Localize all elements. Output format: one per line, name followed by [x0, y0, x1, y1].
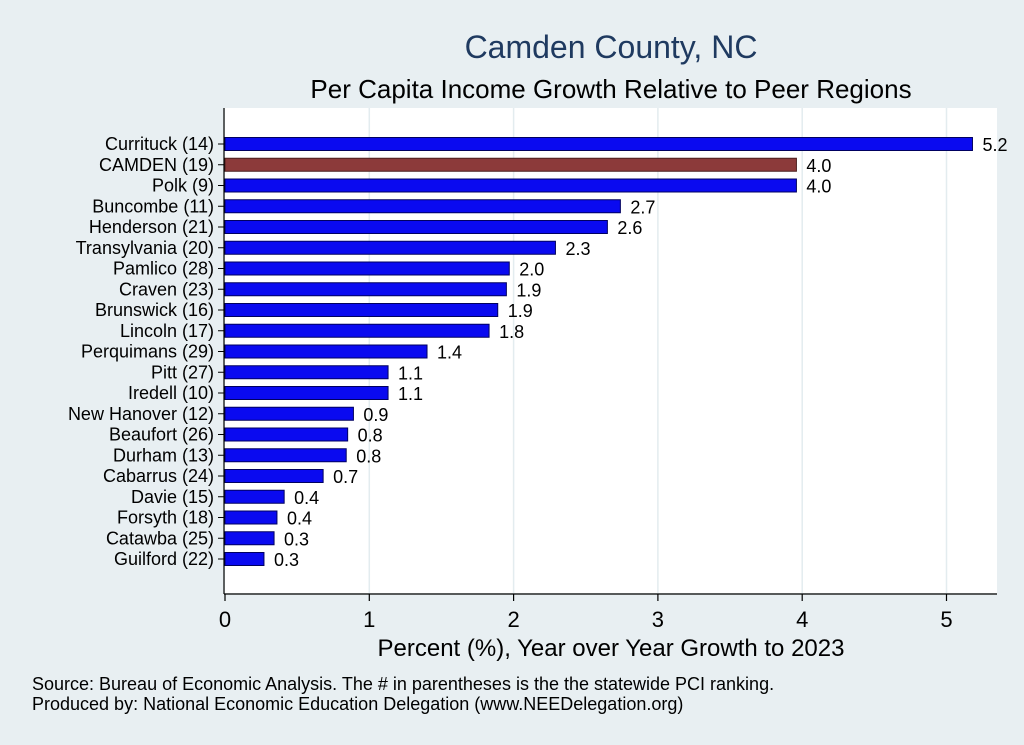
- chart-title: Camden County, NC: [465, 29, 758, 65]
- value-label: 0.9: [363, 405, 388, 425]
- category-label: Currituck (14): [105, 134, 214, 154]
- x-tick-label: 5: [940, 607, 952, 632]
- value-label: 1.4: [437, 343, 462, 363]
- bar: [224, 178, 797, 193]
- bar: [224, 323, 490, 338]
- category-label: Catawba (25): [106, 528, 214, 548]
- bar: [224, 220, 608, 234]
- category-labels: Currituck (14)CAMDEN (19)Polk (9)Buncomb…: [68, 134, 224, 569]
- category-label: Perquimans (29): [81, 342, 214, 362]
- chart-subtitle: Per Capita Income Growth Relative to Pee…: [310, 74, 911, 104]
- value-label: 4.0: [806, 177, 831, 197]
- bar: [224, 448, 347, 463]
- x-tick-label: 0: [219, 607, 231, 632]
- category-label: Brunswick (16): [95, 300, 214, 320]
- bar: [224, 261, 510, 276]
- value-label: 1.1: [398, 363, 423, 383]
- bar: [224, 303, 499, 317]
- x-tick-label: 2: [507, 607, 519, 632]
- bar: [224, 469, 324, 483]
- value-label: 1.1: [398, 384, 423, 404]
- x-axis-title: Percent (%), Year over Year Growth to 20…: [378, 635, 845, 662]
- bar: [224, 510, 278, 525]
- category-label: Henderson (21): [89, 217, 214, 237]
- value-label: 2.0: [519, 260, 544, 280]
- x-axis-ticks: 0 1 2 3 4 5: [219, 594, 953, 632]
- value-label: 0.4: [294, 488, 319, 508]
- bar: [224, 386, 389, 400]
- bar: [224, 365, 389, 380]
- value-label: 0.7: [333, 467, 358, 487]
- x-tick-label: 4: [796, 607, 808, 632]
- category-label: Guilford (22): [114, 549, 214, 569]
- category-label: Transylvania (20): [76, 238, 214, 258]
- producer-note: Produced by: National Economic Education…: [32, 694, 683, 714]
- value-label: 1.8: [499, 322, 524, 342]
- value-label: 2.3: [565, 239, 590, 259]
- category-label: Davie (15): [131, 487, 214, 507]
- value-label: 4.0: [806, 156, 831, 176]
- bar-highlight: [224, 157, 797, 172]
- category-label: Pitt (27): [151, 362, 214, 382]
- x-tick-label: 3: [652, 607, 664, 632]
- value-label: 5.2: [982, 135, 1007, 155]
- value-label: 0.8: [358, 426, 383, 446]
- bar-layer: [224, 137, 973, 566]
- bar: [224, 531, 275, 546]
- bar: [224, 240, 556, 255]
- category-label: Cabarrus (24): [103, 466, 214, 486]
- bar: [224, 137, 973, 151]
- bar: [224, 282, 507, 297]
- bar: [224, 199, 621, 214]
- value-labels: 5.24.04.02.72.62.32.01.91.91.81.41.11.10…: [274, 135, 1008, 570]
- value-label: 1.9: [508, 301, 533, 321]
- category-label: Beaufort (26): [109, 425, 214, 445]
- category-label: Craven (23): [119, 279, 214, 299]
- bar: [224, 489, 285, 504]
- category-label: Buncombe (11): [92, 196, 214, 216]
- value-label: 2.7: [630, 197, 655, 217]
- value-label: 0.3: [284, 529, 309, 549]
- value-label: 0.4: [287, 509, 312, 529]
- category-label: Iredell (10): [128, 383, 214, 403]
- bar: [224, 344, 428, 359]
- category-label: New Hanover (12): [68, 404, 214, 424]
- category-label: Lincoln (17): [120, 321, 214, 341]
- category-label: Durham (13): [113, 445, 214, 465]
- bar: [224, 406, 354, 421]
- source-note: Source: Bureau of Economic Analysis. The…: [32, 674, 774, 694]
- x-tick-label: 1: [363, 607, 375, 632]
- value-label: 0.8: [356, 446, 381, 466]
- category-label: CAMDEN (19): [99, 155, 214, 175]
- bar: [224, 427, 349, 442]
- value-label: 0.3: [274, 550, 299, 570]
- value-label: 1.9: [516, 280, 541, 300]
- bar: [224, 552, 265, 566]
- category-label: Forsyth (18): [117, 508, 214, 528]
- category-label: Pamlico (28): [113, 259, 214, 279]
- value-label: 2.6: [617, 218, 642, 238]
- category-label: Polk (9): [152, 176, 214, 196]
